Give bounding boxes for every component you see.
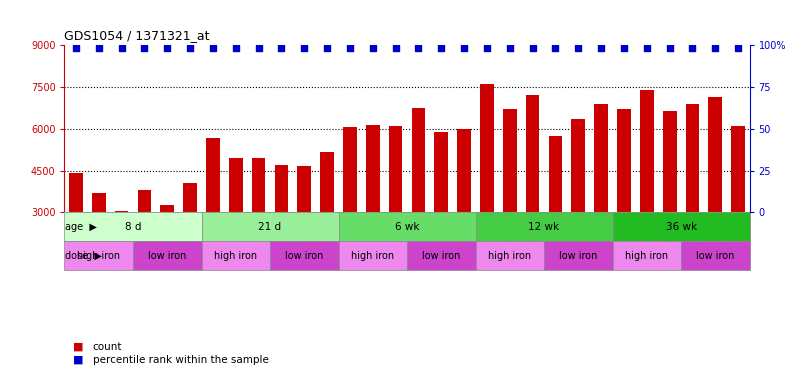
Bar <box>617 109 631 296</box>
Point <box>275 45 288 51</box>
Point <box>93 45 105 51</box>
Point <box>617 45 630 51</box>
Bar <box>229 158 243 296</box>
Bar <box>503 109 517 296</box>
Bar <box>708 97 722 296</box>
Bar <box>549 136 563 296</box>
Point <box>252 45 265 51</box>
Text: percentile rank within the sample: percentile rank within the sample <box>93 355 268 365</box>
Text: low iron: low iron <box>559 251 597 261</box>
Bar <box>320 153 334 296</box>
Bar <box>206 138 220 296</box>
Bar <box>686 104 700 296</box>
Bar <box>412 108 426 296</box>
Text: high iron: high iron <box>351 251 394 261</box>
FancyBboxPatch shape <box>270 241 339 270</box>
FancyBboxPatch shape <box>202 241 270 270</box>
Bar <box>297 166 311 296</box>
Point <box>549 45 562 51</box>
Text: dose  ▶: dose ▶ <box>64 251 102 261</box>
Point <box>298 45 311 51</box>
FancyBboxPatch shape <box>339 241 407 270</box>
Bar <box>275 165 289 296</box>
Point <box>640 45 653 51</box>
Text: low iron: low iron <box>696 251 734 261</box>
Bar <box>571 119 585 296</box>
Bar <box>251 158 265 296</box>
Text: ■: ■ <box>73 342 83 352</box>
Point <box>732 45 745 51</box>
Point <box>503 45 516 51</box>
Bar <box>594 104 608 296</box>
FancyBboxPatch shape <box>202 213 339 241</box>
Text: 21 d: 21 d <box>259 222 281 232</box>
Point <box>161 45 174 51</box>
Text: low iron: low iron <box>422 251 460 261</box>
Point <box>595 45 608 51</box>
Text: high iron: high iron <box>625 251 668 261</box>
FancyBboxPatch shape <box>613 241 681 270</box>
Point <box>480 45 493 51</box>
FancyBboxPatch shape <box>681 241 750 270</box>
Point <box>229 45 242 51</box>
Point <box>115 45 128 51</box>
Point <box>526 45 539 51</box>
FancyBboxPatch shape <box>407 241 476 270</box>
Text: 36 wk: 36 wk <box>666 222 696 232</box>
Bar <box>92 193 106 296</box>
Text: age  ▶: age ▶ <box>64 222 97 232</box>
Bar <box>183 183 197 296</box>
Bar <box>457 129 471 296</box>
FancyBboxPatch shape <box>133 241 202 270</box>
Bar <box>434 132 448 296</box>
Text: 6 wk: 6 wk <box>395 222 419 232</box>
Bar <box>138 190 152 296</box>
Point <box>458 45 471 51</box>
Bar <box>343 128 357 296</box>
Point <box>686 45 699 51</box>
Bar <box>663 111 676 296</box>
Text: low iron: low iron <box>285 251 323 261</box>
FancyBboxPatch shape <box>476 213 613 241</box>
Bar <box>640 90 654 296</box>
Point <box>184 45 197 51</box>
Bar <box>480 84 494 296</box>
Bar <box>526 95 539 296</box>
Bar <box>731 126 745 296</box>
Text: count: count <box>93 342 123 352</box>
FancyBboxPatch shape <box>544 241 613 270</box>
Point <box>389 45 402 51</box>
Point <box>206 45 219 51</box>
Point <box>663 45 676 51</box>
FancyBboxPatch shape <box>476 241 544 270</box>
Point <box>321 45 334 51</box>
Text: high iron: high iron <box>77 251 120 261</box>
Text: GDS1054 / 1371321_at: GDS1054 / 1371321_at <box>64 30 210 42</box>
Text: high iron: high iron <box>488 251 531 261</box>
Text: ■: ■ <box>73 355 83 365</box>
Text: low iron: low iron <box>148 251 186 261</box>
Point <box>412 45 425 51</box>
Point <box>69 45 82 51</box>
Text: 8 d: 8 d <box>125 222 141 232</box>
Text: 12 wk: 12 wk <box>529 222 559 232</box>
Bar <box>160 206 174 296</box>
Point <box>709 45 722 51</box>
Point <box>343 45 356 51</box>
Bar <box>69 173 83 296</box>
Text: high iron: high iron <box>214 251 257 261</box>
Point <box>571 45 584 51</box>
Bar <box>388 126 402 296</box>
Point <box>435 45 448 51</box>
Point <box>366 45 379 51</box>
Point <box>138 45 151 51</box>
FancyBboxPatch shape <box>613 213 750 241</box>
Bar <box>366 124 380 296</box>
FancyBboxPatch shape <box>64 213 202 241</box>
Bar <box>114 211 128 296</box>
FancyBboxPatch shape <box>64 241 133 270</box>
FancyBboxPatch shape <box>339 213 476 241</box>
